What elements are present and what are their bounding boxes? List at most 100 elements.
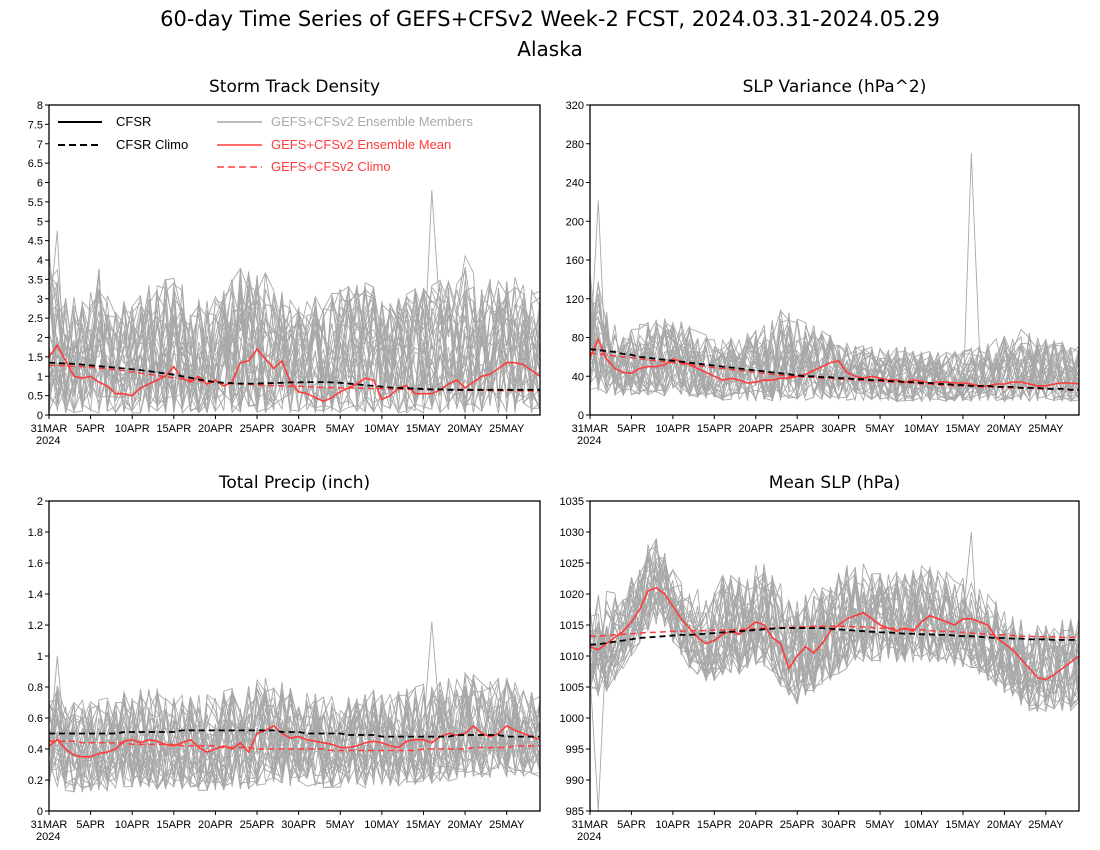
ensemble-member-line: [48, 286, 541, 415]
ensemble-member-line: [48, 254, 541, 414]
y-tick-label: 3: [37, 294, 43, 306]
y-tick-label: 3.5: [28, 274, 43, 286]
ensemble-member-line: [589, 566, 1080, 702]
y-tick-label: 0: [578, 410, 584, 422]
legend-ens-members-label: GEFS+CFSv2 Ensemble Members: [271, 114, 473, 129]
x-tick-label: 5MAY: [326, 423, 356, 435]
y-tick-label: 1.8: [28, 527, 43, 539]
y-tick-label: 2: [37, 496, 43, 508]
ensemble-member-line: [48, 287, 541, 410]
x-tick-label: 25MAY: [489, 423, 525, 435]
y-tick-label: 160: [566, 255, 584, 267]
y-tick-label: 4.5: [28, 236, 43, 248]
y-tick-label: 1.6: [28, 558, 43, 570]
y-tick-label: 5: [37, 216, 43, 228]
y-tick-label: 0.2: [28, 775, 43, 787]
ensemble-member-line: [48, 681, 541, 792]
x-tick-label: 5APR: [76, 423, 105, 435]
panel-total-precip: Total Precip (inch) 0 0.2 0.4 0.6 0.8 1 1.2 1.4 1…: [28, 473, 541, 843]
x-tick-label: 20MAY: [987, 819, 1023, 831]
y-tick-label: 0: [37, 410, 43, 422]
y-tick-label: 280: [566, 139, 584, 151]
x-tick-label: 25APR: [240, 819, 275, 831]
y-tick-label: 8: [37, 100, 43, 112]
legend-ens-climo-label: GEFS+CFSv2 Climo: [271, 159, 391, 174]
x-tick-label: 25APR: [780, 423, 815, 435]
x-tick-label: 10MAY: [904, 423, 940, 435]
x-tick-label: 5APR: [76, 819, 105, 831]
y-tick-label: 1025: [560, 558, 584, 570]
y-tick-label: 5.5: [28, 197, 43, 209]
x-tick-label: 5MAY: [866, 819, 896, 831]
y-tick-label: 1.5: [28, 352, 43, 364]
y-tick-label: 240: [566, 178, 584, 190]
y-tick-label: 40: [572, 371, 584, 383]
x-tick-label: 31MAR: [572, 819, 609, 831]
x-tick-label: 25MAY: [489, 819, 525, 831]
x-tick-label: 15APR: [697, 423, 732, 435]
x-tick-label: 15APR: [156, 423, 191, 435]
x-tick-label: 30APR: [281, 423, 316, 435]
ensemble-member-line: [48, 678, 541, 791]
ensemble-members: [589, 531, 1080, 812]
x-tick-label: 30APR: [821, 423, 856, 435]
series-line-ens-climo: [49, 740, 540, 752]
y-tick-label: 1020: [560, 589, 584, 601]
y-tick-label: 995: [566, 744, 584, 756]
series-line-ens-climo: [589, 352, 1079, 391]
legend-cfsr-climo-label: CFSR Climo: [116, 137, 188, 152]
x-tick-label: 10MAY: [904, 819, 940, 831]
x-tick-label: 5MAY: [326, 819, 356, 831]
x-year-label: 2024: [36, 831, 60, 843]
ensemble-member-line: [48, 272, 541, 414]
x-tick-label: 20MAY: [987, 423, 1023, 435]
panel-title-mean-slp: Mean SLP (hPa): [769, 473, 901, 493]
x-tick-label: 10APR: [115, 423, 150, 435]
x-tick-label: 15APR: [156, 819, 191, 831]
ensemble-member-line: [48, 271, 541, 414]
y-tick-label: 1005: [560, 682, 584, 694]
ensemble-member-line: [589, 315, 1080, 403]
ensemble-member-line: [589, 567, 1080, 700]
y-tick-label: 80: [572, 333, 584, 345]
y-tick-label: 1.4: [28, 589, 43, 601]
series-line-cfsr-climo: [589, 348, 1079, 391]
y-tick-label: 7.5: [28, 119, 43, 131]
x-year-label: 2024: [577, 831, 601, 843]
ensemble-member-line: [48, 275, 541, 413]
panel-mean-slp: Mean SLP (hPa) 985 990 995 1000 1005 1010 1015 1…: [560, 473, 1080, 843]
x-tick-label: 20APR: [198, 423, 233, 435]
x-tick-label: 31MAR: [31, 819, 68, 831]
x-tick-label: 10APR: [115, 819, 150, 831]
y-tick-label: 990: [566, 775, 584, 787]
y-tick-label: 1010: [560, 651, 584, 663]
x-tick-label: 20APR: [198, 819, 233, 831]
x-tick-label: 10MAY: [364, 819, 400, 831]
y-tick-label: 0.5: [28, 391, 43, 403]
ensemble-member-line: [589, 556, 1080, 699]
ensemble-member-line: [48, 679, 541, 787]
y-tick-label: 200: [566, 216, 584, 228]
legend: CFSR CFSR Climo GEFS+CFSv2 Ensemble Memb…: [58, 114, 473, 174]
ensemble-member-line: [48, 691, 541, 789]
panel-storm-track-density: Storm Track Density 0 0.5 1 1.5 2 2.5 3 3.5 4 4.5 5…: [28, 77, 541, 447]
x-tick-label: 20APR: [738, 423, 773, 435]
legend-cfsr-label: CFSR: [116, 114, 151, 129]
y-tick-label: 2: [37, 333, 43, 345]
x-tick-label: 25MAY: [1028, 423, 1064, 435]
ensemble-member-line: [48, 268, 541, 414]
panel-title-total-precip: Total Precip (inch): [218, 473, 370, 493]
y-tick-label: 2.5: [28, 313, 43, 325]
y-tick-label: 6: [37, 178, 43, 190]
ensemble-member-line: [589, 580, 1080, 705]
y-tick-label: 985: [566, 806, 584, 818]
x-tick-label: 25APR: [240, 423, 275, 435]
series-line-cfsr-climo: [49, 729, 540, 738]
y-tick-label: 0.8: [28, 682, 43, 694]
x-tick-label: 25APR: [780, 819, 815, 831]
panel-slp-variance: SLP Variance (hPa^2) 0 40 80 120 160 200 240 280…: [566, 77, 1080, 447]
x-tick-label: 10APR: [655, 819, 690, 831]
ensemble-member-line: [48, 688, 541, 792]
y-tick-label: 1000: [560, 713, 584, 725]
x-tick-label: 20MAY: [447, 423, 483, 435]
